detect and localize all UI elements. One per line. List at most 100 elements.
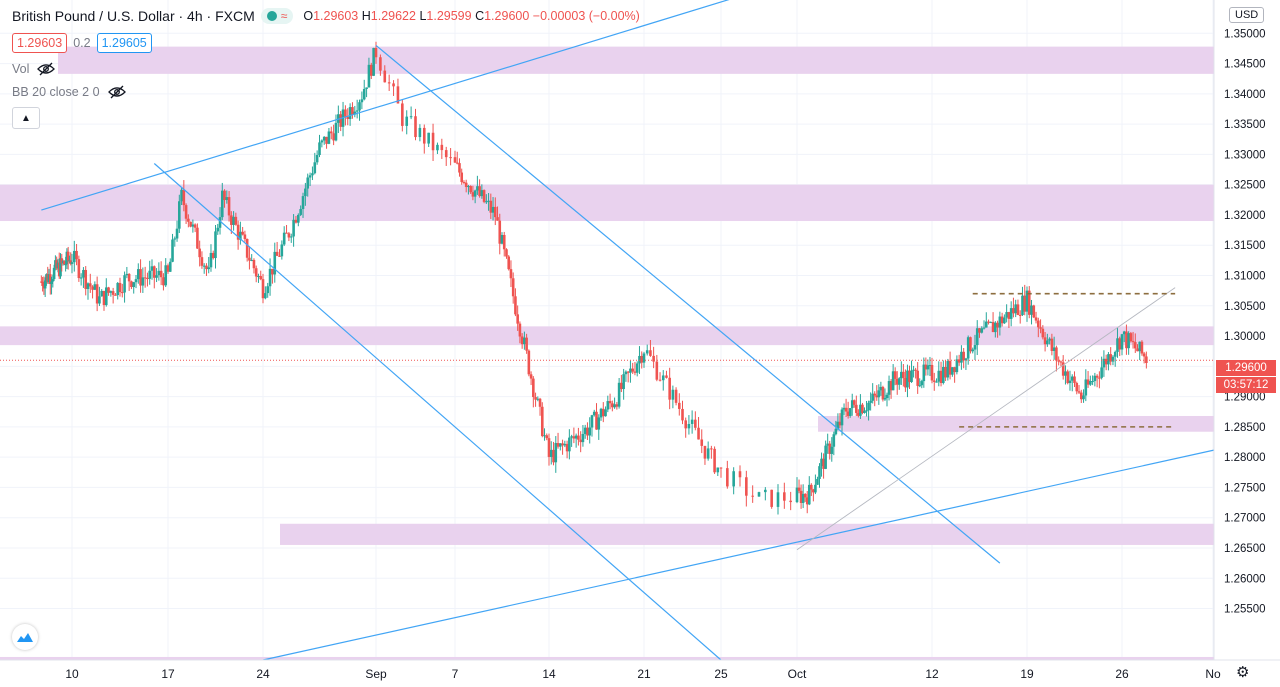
- chevron-up-icon: ▲: [21, 112, 31, 124]
- candle-down: [1041, 328, 1045, 338]
- candle-up: [50, 281, 53, 285]
- currency-label[interactable]: USD: [1229, 7, 1265, 23]
- symbol-title[interactable]: British Pound / U.S. Dollar · 4h · FXCM: [12, 8, 255, 24]
- candle-up: [937, 370, 941, 382]
- price-tick-label: 1.32000: [1224, 210, 1266, 222]
- high-value: 1.29622: [370, 9, 416, 23]
- bollinger-indicator[interactable]: BB 20 close 2 0: [12, 85, 126, 99]
- candle-down: [88, 283, 92, 287]
- candle-up: [334, 122, 338, 141]
- candle-up: [264, 293, 267, 299]
- collapse-legend-button[interactable]: ▲: [12, 107, 40, 129]
- candle-up: [239, 231, 242, 240]
- candle-up: [850, 400, 854, 409]
- candle-down: [1039, 327, 1042, 329]
- candle-down: [713, 448, 716, 473]
- candle-down: [75, 250, 78, 260]
- candle-up: [1068, 380, 1072, 384]
- candle-down: [41, 281, 44, 286]
- candle-down: [329, 131, 333, 134]
- candle-down: [234, 216, 238, 225]
- price-tick-label: 1.30500: [1224, 301, 1266, 313]
- candle-down: [243, 234, 247, 240]
- candle-down: [902, 371, 905, 378]
- price-tick-label: 1.31500: [1224, 240, 1266, 252]
- candle-down: [478, 186, 481, 197]
- candle-down: [271, 268, 274, 275]
- candle-up: [879, 386, 883, 391]
- candle-up: [960, 351, 963, 363]
- candle-up: [320, 140, 324, 143]
- candle-up: [523, 337, 526, 345]
- candle-down: [60, 258, 64, 264]
- candle-down: [496, 217, 499, 221]
- volume-indicator[interactable]: Vol: [12, 62, 56, 76]
- candle-up: [912, 369, 915, 371]
- candle-down: [799, 490, 803, 503]
- trendline: [41, 0, 730, 211]
- candle-down: [69, 260, 73, 264]
- trendline: [153, 163, 722, 661]
- candle-up: [818, 466, 821, 479]
- time-tick-label: 7: [452, 667, 459, 681]
- candle-down: [520, 336, 524, 345]
- tradingview-logo-icon[interactable]: [12, 624, 38, 650]
- time-tick-label: 14: [542, 667, 556, 681]
- time-tick-label: 12: [925, 667, 939, 681]
- candle-down: [392, 83, 395, 87]
- candle-down: [449, 157, 452, 159]
- candle-down: [130, 281, 133, 288]
- candle-down: [127, 273, 131, 282]
- candle-down: [633, 371, 637, 373]
- candle-up: [1100, 367, 1103, 378]
- candle-down: [187, 218, 190, 222]
- sell-button[interactable]: 1.29603: [12, 33, 68, 53]
- candle-up: [543, 435, 546, 437]
- candle-up: [292, 219, 295, 237]
- candle-up: [51, 279, 55, 282]
- candle-up: [1003, 317, 1006, 324]
- market-status[interactable]: ≈: [260, 8, 294, 24]
- buy-button[interactable]: 1.29605: [96, 33, 152, 53]
- candle-down: [996, 322, 999, 328]
- price-tick-label: 1.29000: [1224, 392, 1266, 404]
- candle-down: [838, 421, 842, 426]
- candle-down: [1098, 377, 1101, 379]
- candle-down: [1079, 392, 1083, 400]
- eye-hidden-icon[interactable]: [107, 85, 126, 99]
- candle-down: [932, 380, 936, 382]
- candle-down: [230, 215, 233, 225]
- candle-up: [820, 458, 823, 467]
- candle-down: [514, 296, 517, 315]
- candle-down: [1032, 305, 1036, 318]
- candle-up: [157, 270, 161, 276]
- gear-icon[interactable]: ⚙: [1236, 664, 1250, 681]
- candle-up: [1127, 333, 1130, 349]
- candle-down: [924, 364, 928, 370]
- candle-up: [367, 64, 371, 88]
- candle-down: [1075, 382, 1079, 392]
- candle-up: [86, 283, 90, 289]
- candle-down: [805, 497, 809, 505]
- candle-down: [855, 404, 858, 413]
- candle-down: [489, 200, 493, 213]
- candle-down: [577, 435, 580, 440]
- candle-up: [570, 436, 573, 438]
- price-tick-label: 1.35000: [1224, 28, 1266, 40]
- candle-up: [563, 443, 567, 446]
- eye-hidden-icon[interactable]: [37, 62, 56, 76]
- candle-down: [751, 495, 754, 497]
- candle-down: [1027, 290, 1031, 315]
- candle-up: [250, 259, 253, 261]
- candle-up: [900, 371, 903, 379]
- candle-down: [146, 278, 149, 280]
- candle-down: [561, 443, 564, 446]
- candle-up: [574, 435, 578, 439]
- candle-up: [436, 144, 439, 151]
- candle-up: [951, 367, 954, 375]
- candle-down: [1061, 362, 1065, 376]
- trendline: [262, 449, 1216, 661]
- candle-up: [635, 363, 639, 373]
- candle-up: [308, 175, 312, 178]
